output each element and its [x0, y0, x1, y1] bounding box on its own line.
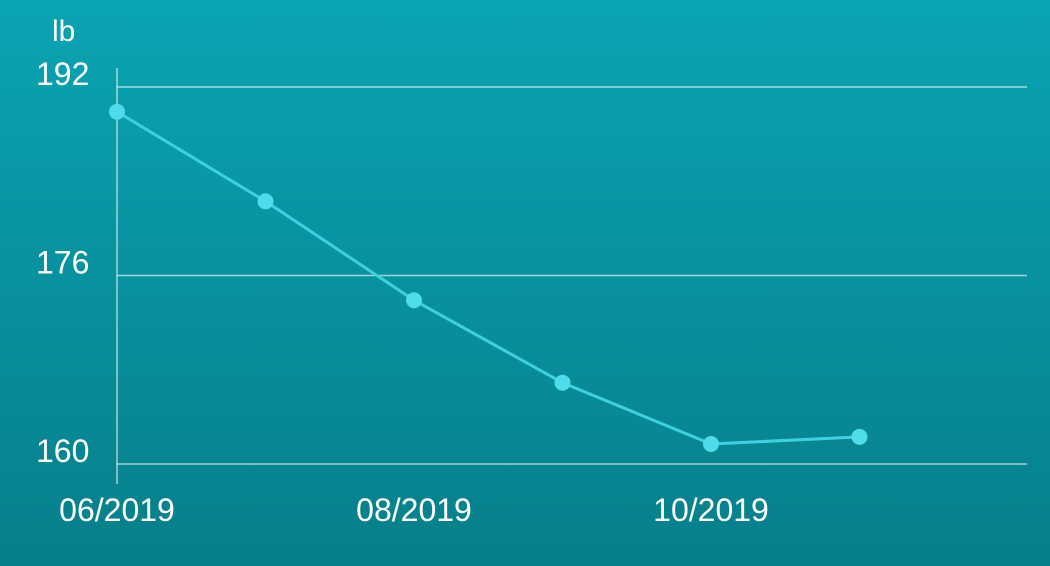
x-tick-labels: 06/2019 08/2019 10/2019: [59, 492, 769, 528]
weight-series: [109, 103, 868, 452]
y-tick-label-176: 176: [36, 245, 89, 281]
grid-lines: [117, 86, 1027, 465]
data-point-2019-06[interactable]: [109, 103, 125, 120]
x-tick-label-10-2019: 10/2019: [653, 492, 769, 528]
x-tick-label-06-2019: 06/2019: [59, 492, 175, 528]
y-tick-label-192: 192: [36, 56, 89, 92]
series-line: [116, 110, 860, 446]
data-point-2019-10[interactable]: [703, 436, 719, 452]
y-tick-label-160: 160: [36, 433, 89, 469]
data-point-2019-09[interactable]: [554, 374, 571, 391]
data-point-2019-11[interactable]: [851, 428, 868, 445]
data-point-2019-08[interactable]: [406, 292, 422, 309]
y-axis-unit-label: lb: [52, 15, 75, 48]
data-point-2019-07[interactable]: [257, 193, 274, 210]
x-tick-label-08-2019: 08/2019: [356, 492, 472, 528]
y-tick-labels: 160 176 192: [36, 56, 89, 469]
